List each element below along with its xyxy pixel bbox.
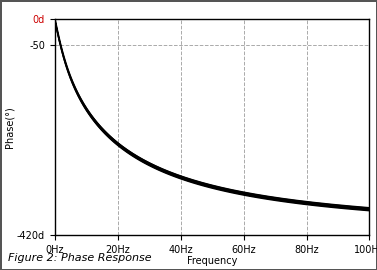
Text: Figure 2: Phase Response: Figure 2: Phase Response [8,253,151,263]
Y-axis label: Phase(°): Phase(°) [4,106,14,148]
X-axis label: Frequency: Frequency [187,256,237,266]
